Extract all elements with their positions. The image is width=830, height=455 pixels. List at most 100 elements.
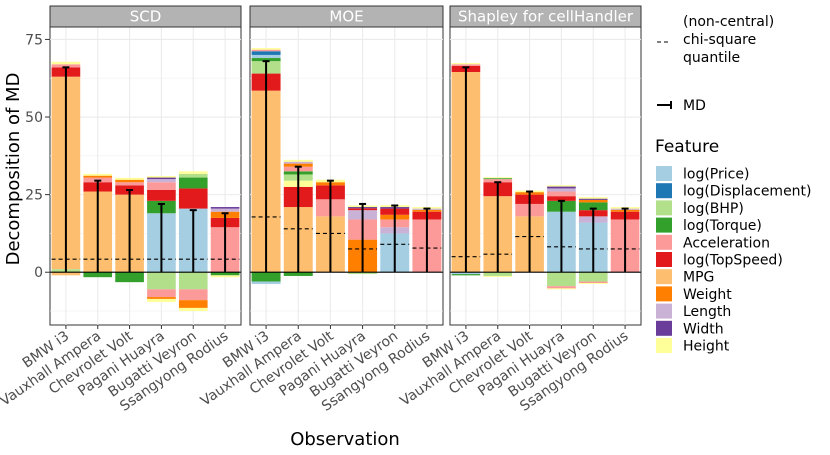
bar-segment-acceleration	[451, 64, 481, 66]
legend-chisq-label: quantile	[683, 50, 740, 66]
legend-label-log-displacement: log(Displacement)	[683, 184, 812, 200]
bar-segment-length	[283, 161, 313, 164]
panel-scd: SCD	[49, 5, 242, 326]
bar-segment-height	[547, 185, 576, 187]
bar-segment-acceleration	[115, 182, 144, 186]
bar-segment-weight	[83, 175, 113, 178]
bar-segment-height	[578, 283, 608, 285]
legend-chisq-label: chi-square	[683, 32, 756, 48]
legend-key-log-bhp	[656, 200, 672, 216]
bar-segment-acceleration	[547, 286, 576, 289]
bar-segment-acceleration	[178, 289, 208, 301]
legend-feature-title: Feature	[655, 137, 719, 157]
bar-segment-log-bhp	[178, 272, 208, 290]
bar-segment-log-bhp	[178, 173, 208, 178]
bar-segment-acceleration	[578, 281, 608, 284]
bar-segment-log-topspeed	[147, 189, 176, 201]
y-tick-label: 25	[25, 188, 43, 204]
bar-segment-height	[115, 177, 144, 180]
bar-segment-log-bhp	[483, 272, 513, 276]
bar-segment-width	[147, 177, 176, 180]
legend-key-log-topspeed	[656, 252, 672, 267]
bar-segment-height	[147, 298, 176, 303]
legend-chisq-label: (non-central)	[683, 14, 774, 30]
legend-label-weight: Weight	[683, 287, 732, 303]
bar-segment-width	[578, 198, 608, 200]
y-tick-label: 75	[25, 32, 43, 48]
bar-segment-height	[147, 176, 176, 178]
bar-segment-log-torque	[251, 58, 281, 62]
bar-segment-weight	[115, 179, 144, 183]
bar-segment-height	[251, 48, 281, 50]
legend-label-height: Height	[683, 339, 730, 355]
bar-segment-acceleration	[51, 64, 81, 68]
bar-segment-log-torque	[451, 274, 481, 276]
bar-segment-log-price	[251, 281, 281, 285]
bar-segment-log-bhp	[147, 272, 176, 290]
bar-segment-height	[547, 288, 576, 290]
bar-segment-width	[210, 207, 240, 209]
panel-title: Shapley for cellHandler	[458, 8, 634, 26]
legend-md-label: MD	[683, 98, 706, 114]
panel-strip	[449, 5, 642, 28]
legend-label-acceleration: Acceleration	[683, 235, 770, 251]
bar-segment-acceleration	[483, 179, 513, 183]
bar-segment-height	[483, 177, 513, 179]
bar-segment-log-price	[251, 54, 281, 59]
bar-segment-weight	[578, 199, 608, 203]
y-axis-title: Decomposition of MD	[3, 73, 24, 266]
bar-segment-acceleration	[251, 49, 281, 52]
bar-segment-length	[147, 179, 176, 183]
bar-segment-log-bhp	[348, 272, 378, 275]
bar-segment-height	[51, 61, 81, 65]
legend-label-width: Width	[683, 321, 724, 337]
panel-title: MOE	[329, 8, 363, 26]
bar-segment-length	[210, 208, 240, 212]
bar-segment-log-bhp	[547, 272, 576, 287]
panel-background	[249, 26, 444, 326]
panel-background	[49, 26, 242, 326]
bar-segment-log-torque	[283, 272, 313, 276]
bar-segment-log-price	[451, 272, 481, 275]
legend-key-log-price	[656, 166, 672, 181]
bar-segment-height	[210, 275, 240, 278]
panel-moe: MOE	[249, 5, 444, 326]
panel-shapley-for-cellhandler: Shapley for cellHandler	[449, 5, 642, 326]
bar-segment-log-torque	[483, 178, 513, 180]
bar-segment-weight	[178, 300, 208, 308]
panel-strip	[49, 5, 242, 28]
bar-segment-log-bhp	[578, 272, 608, 282]
y-tick-label: 0	[34, 265, 43, 281]
bar-segment-log-topspeed	[178, 188, 208, 209]
legend-label-log-bhp: log(BHP)	[683, 201, 744, 217]
bar-segment-log-topspeed	[547, 196, 576, 201]
y-tick-label: 50	[25, 110, 43, 126]
bar-segment-length	[547, 188, 576, 192]
bar-segment-log-torque	[251, 272, 281, 282]
legend-label-log-price: log(Price)	[683, 167, 749, 183]
bar-segment-weight	[283, 163, 313, 167]
legend-label-mpg: MPG	[683, 270, 714, 286]
bar-segment-log-torque	[83, 272, 113, 278]
bar-segment-width	[547, 186, 576, 189]
bar-segment-weight	[147, 297, 176, 299]
bar-segment-height	[178, 171, 208, 174]
bar-segment-log-torque	[210, 272, 240, 276]
bar-segment-height	[283, 159, 313, 162]
bar-segment-acceleration	[147, 289, 176, 298]
legend-key-log-displacement	[656, 183, 672, 199]
x-axis-title: Observation	[290, 429, 400, 450]
bar-segment-height	[178, 307, 208, 312]
bar-segment-acceleration	[547, 191, 576, 197]
legend-key-height	[656, 338, 672, 353]
bar-segment-log-torque	[578, 202, 608, 211]
legend-key-mpg	[656, 269, 672, 285]
panel-strip	[249, 5, 444, 28]
bar-segment-height	[483, 275, 513, 277]
legend-label-length: Length	[683, 304, 731, 320]
legend-key-width	[656, 320, 672, 336]
bar-segment-mpg	[51, 272, 81, 276]
legend-key-weight	[656, 286, 672, 302]
bar-segment-log-torque	[178, 177, 208, 189]
